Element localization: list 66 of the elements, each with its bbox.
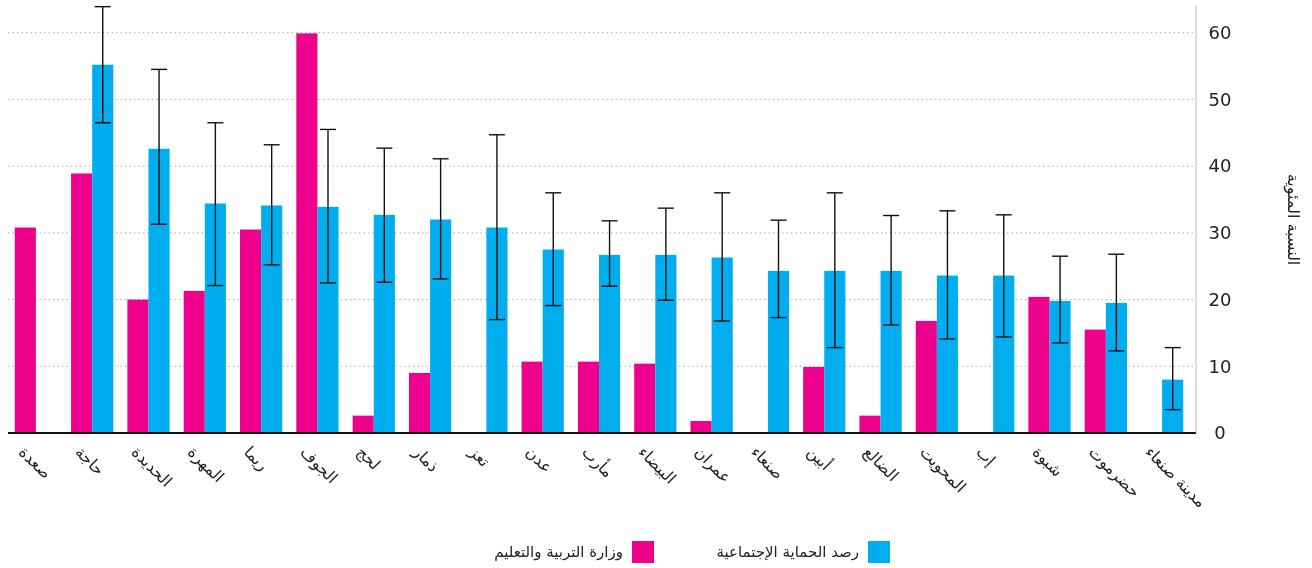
y-tick-label: 10	[1208, 355, 1232, 377]
bar	[521, 361, 543, 433]
y-tick-label: 40	[1208, 155, 1232, 177]
bar	[824, 270, 846, 433]
bar	[352, 415, 374, 433]
x-tick-label: صنعاء	[747, 442, 788, 484]
bar	[240, 229, 262, 433]
y-tick-label: 50	[1208, 88, 1232, 110]
x-tick-label: أبين	[802, 441, 836, 475]
y-tick-label: 30	[1208, 222, 1232, 244]
bar	[204, 203, 226, 433]
bar	[296, 33, 318, 433]
x-tick-label: الحديدة	[127, 442, 176, 491]
bar	[936, 275, 958, 433]
y-axis-title: النسبة المئوية	[1283, 173, 1304, 266]
bar	[711, 257, 733, 433]
bar	[880, 270, 902, 433]
bar	[1162, 379, 1184, 433]
y-tick-label: 20	[1208, 288, 1232, 310]
bar	[859, 415, 881, 433]
bar	[599, 254, 621, 433]
bar	[317, 206, 339, 433]
bar	[577, 361, 599, 433]
bar	[803, 366, 825, 433]
x-tick-label: المهرة	[183, 442, 228, 488]
legend-label: رصد الحماية الإجتماعية	[716, 543, 859, 562]
x-tick-label: عدن	[521, 442, 557, 477]
bar	[430, 219, 452, 433]
x-tick-label: الجوف	[295, 442, 342, 488]
bar	[1028, 296, 1050, 433]
bar	[1049, 300, 1071, 433]
x-tick-label: ذمار	[407, 441, 443, 477]
bar	[1084, 329, 1106, 433]
bar	[127, 299, 149, 433]
bar	[92, 64, 114, 433]
y-tick-label: 0	[1214, 422, 1226, 444]
bar	[915, 320, 937, 433]
bar	[261, 205, 283, 433]
x-tick-label: الضالع	[859, 442, 903, 486]
x-tick-label: صعدة	[15, 442, 56, 483]
y-tick-label: 60	[1208, 21, 1232, 43]
bar	[71, 173, 93, 433]
x-tick-label: حاجة	[71, 442, 109, 480]
x-tick-label: ريما	[239, 442, 273, 476]
bar	[767, 270, 790, 433]
bar	[183, 290, 205, 433]
x-tick-label: عمران	[690, 442, 736, 488]
x-tick-label: شبوة	[1027, 442, 1067, 482]
x-tick-label: البيضاء	[634, 442, 680, 488]
bar	[486, 227, 508, 433]
bar	[634, 363, 656, 433]
bar	[373, 214, 395, 433]
bar	[148, 148, 170, 433]
legend-label: وزارة التربية والتعليم	[494, 543, 623, 562]
bar	[1105, 302, 1127, 433]
bar	[655, 254, 677, 433]
bar	[14, 227, 36, 433]
x-tick-label: المحويت	[915, 442, 971, 498]
x-tick-label: إب	[972, 442, 1000, 470]
x-tick-label: لحج	[352, 442, 385, 474]
x-tick-label: مأرب	[577, 440, 619, 483]
bar	[408, 372, 431, 433]
x-tick-label: تعز	[464, 441, 494, 472]
bar	[993, 275, 1015, 433]
bar	[542, 249, 564, 433]
bar	[690, 420, 712, 433]
